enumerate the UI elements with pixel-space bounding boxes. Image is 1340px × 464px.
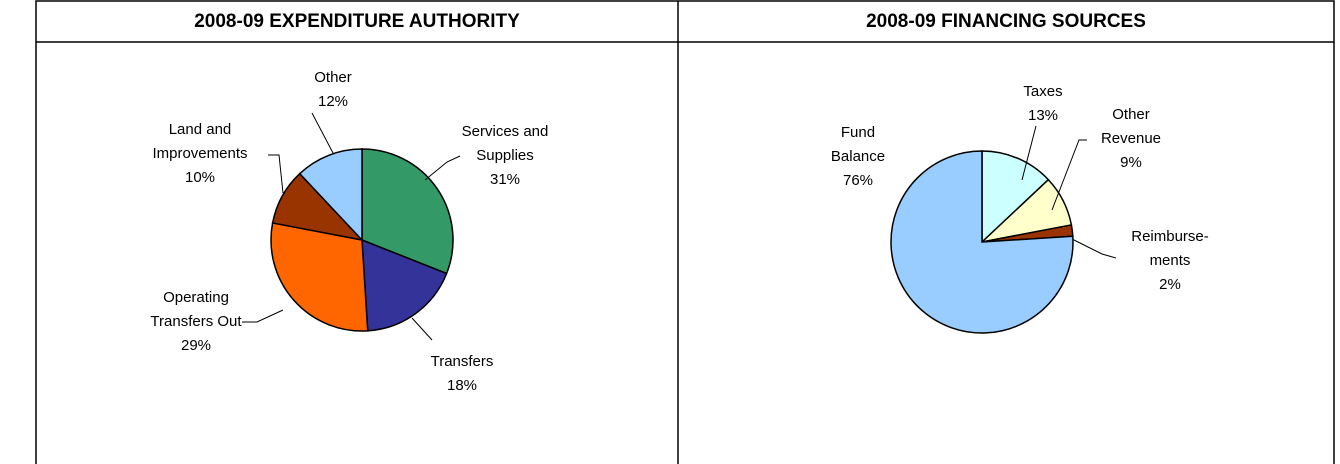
- slice-percent: 18%: [447, 377, 477, 394]
- leader-line: [411, 317, 433, 341]
- slice-label: Fund Balance: [831, 124, 885, 165]
- slice-percent: 9%: [1120, 154, 1142, 171]
- slice-percent: 76%: [843, 172, 873, 189]
- leader-line: [1021, 125, 1037, 181]
- slice-percent: 10%: [185, 169, 215, 186]
- slice-label: Reimburse-ments: [1131, 228, 1209, 269]
- leader-line: [268, 154, 284, 194]
- pie-slice: [981, 150, 1050, 244]
- slice-label: Taxes: [1023, 83, 1062, 100]
- slice-percent: 31%: [490, 171, 520, 188]
- pie-slice: [890, 150, 1074, 334]
- leader-line: [1069, 237, 1117, 259]
- slice-percent: 29%: [181, 337, 211, 354]
- leader-line: [242, 309, 284, 323]
- slice-percent: 12%: [318, 93, 348, 110]
- leader-line: [1051, 139, 1087, 211]
- slice-label: Land and Improvements: [152, 121, 247, 162]
- chart-title: 2008-09 FINANCING SOURCES: [866, 11, 1146, 32]
- slice-percent: 13%: [1028, 107, 1058, 124]
- frame: [35, 0, 1335, 464]
- leader-line: [424, 155, 461, 181]
- slice-label: Other: [314, 69, 352, 86]
- chart-title: 2008-09 EXPENDITURE AUTHORITY: [194, 11, 520, 32]
- slice-percent: 2%: [1159, 276, 1181, 293]
- pie-slice: [361, 148, 454, 275]
- slice-label: Other Revenue: [1101, 106, 1161, 147]
- pie-slice: [298, 148, 363, 242]
- slice-label: Transfers: [431, 353, 494, 370]
- slice-label: Services and Supplies: [462, 123, 549, 164]
- pie-slice: [270, 222, 369, 332]
- pie-slice: [361, 238, 448, 332]
- slice-label: Operating Transfers Out: [150, 289, 242, 330]
- leader-line: [311, 112, 334, 154]
